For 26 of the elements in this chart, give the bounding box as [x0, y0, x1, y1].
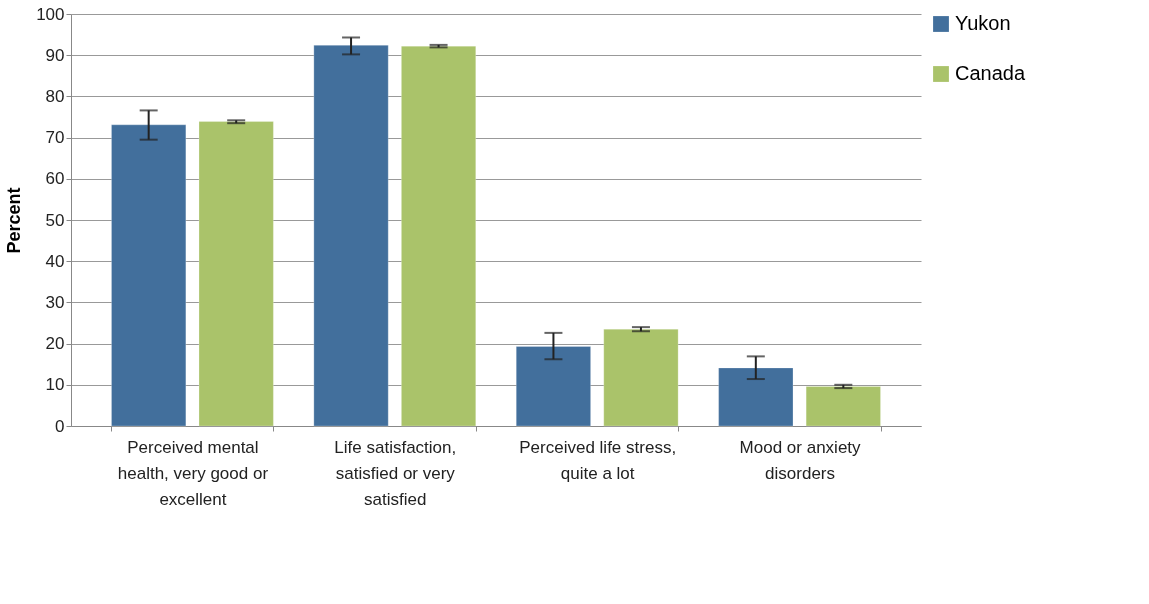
y-tick-label: 0: [55, 416, 65, 436]
x-tick-label: Mood or anxiety disorders: [739, 437, 862, 483]
bar: [198, 121, 274, 427]
y-tick-label: 90: [45, 45, 65, 65]
y-tick-label: 100: [36, 4, 65, 24]
legend-label: Canada: [955, 62, 1026, 84]
y-axis-title: Percent: [4, 187, 25, 254]
bar: [313, 45, 389, 427]
y-tick-label: 60: [45, 169, 65, 189]
y-tick-label: 30: [45, 292, 65, 312]
y-tick-label: 20: [45, 334, 65, 354]
bar: [805, 386, 881, 427]
x-tick-label: Perceived life stress, quite a lot: [519, 437, 677, 483]
y-tick-label: 70: [45, 128, 65, 148]
y-tick-label: 80: [45, 86, 65, 106]
x-tick-label: Perceived mental health, very good or excellent: [117, 437, 269, 509]
legend-label: Yukon: [955, 12, 1011, 34]
bar: [111, 124, 187, 427]
y-tick-label: 10: [45, 375, 65, 395]
y-tick-label: 40: [45, 251, 65, 271]
bar: [515, 346, 591, 427]
x-tick-label: Life satisfaction, satisfied or very satisfied: [334, 437, 457, 509]
bar: [401, 45, 477, 427]
bar: [603, 328, 679, 427]
y-tick-label: 50: [45, 210, 65, 230]
bar: [718, 367, 794, 427]
